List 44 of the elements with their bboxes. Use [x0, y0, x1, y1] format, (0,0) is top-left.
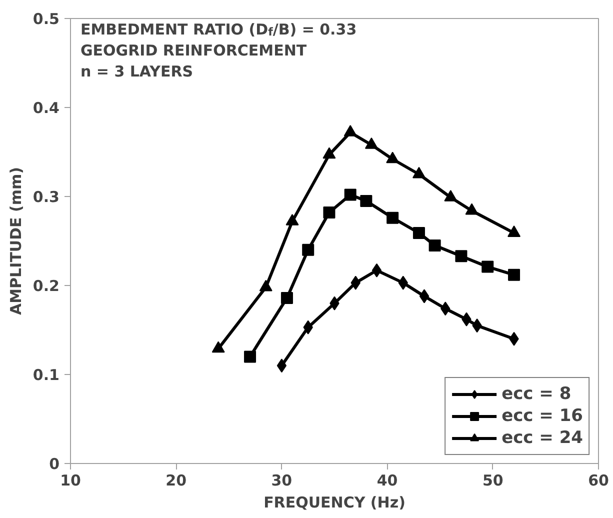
point [419, 289, 430, 304]
point [302, 244, 314, 256]
point [323, 206, 336, 219]
point [322, 147, 336, 159]
annotation: n = 3 LAYERS [80, 62, 194, 80]
point [465, 203, 478, 215]
point [428, 239, 441, 252]
x-tick-label: 40 [376, 472, 398, 490]
point [482, 260, 494, 273]
point [508, 226, 521, 237]
point [412, 166, 426, 178]
point [386, 212, 399, 224]
point [372, 263, 382, 278]
point [455, 250, 468, 262]
annotation: EMBEDMENT RATIO (Df/B) = 0.33 [80, 20, 357, 38]
point [280, 292, 293, 304]
y-tick-label: 0 [49, 455, 60, 473]
legend-label: ecc = 24 [502, 428, 583, 448]
y-tick-label: 0.3 [32, 188, 60, 206]
annotation: GEOGRID REINFORCEMENT [80, 42, 308, 60]
point [276, 358, 287, 373]
x-tick-label: 10 [60, 472, 81, 490]
legend-label: ecc = 8 [502, 384, 572, 404]
point [386, 152, 400, 164]
point [344, 188, 356, 201]
y-axis-title: AMPLITUDE (mm) [6, 167, 25, 315]
point [360, 194, 372, 207]
y-tick-label: 0.1 [32, 366, 60, 384]
y-tick-label: 0.5 [32, 10, 60, 28]
point [364, 137, 378, 149]
legend-label: ecc = 16 [502, 406, 583, 426]
y-tick-label: 0.2 [32, 277, 60, 295]
point [444, 190, 458, 202]
x-tick-label: 30 [271, 472, 292, 490]
x-tick-label: 20 [166, 472, 187, 490]
point [412, 226, 425, 239]
point [344, 124, 357, 136]
y-tick-label: 0.4 [32, 99, 60, 117]
x-tick-label: 50 [482, 472, 504, 490]
x-tick-label: 60 [588, 472, 609, 490]
x-axis-title: FREQUENCY (Hz) [264, 494, 406, 512]
point [286, 214, 299, 226]
point [244, 350, 256, 363]
point [508, 268, 520, 281]
